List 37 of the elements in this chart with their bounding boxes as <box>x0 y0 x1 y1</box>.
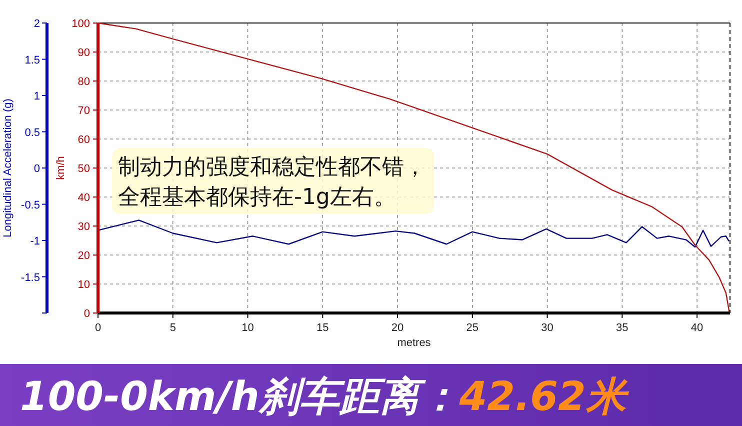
y2-tick-label: 90 <box>78 47 90 59</box>
y-tick-label: 2 <box>34 18 40 30</box>
y2-tick-label: 50 <box>78 163 90 175</box>
line-series <box>97 22 730 314</box>
y-tick-label: -1 <box>30 236 40 248</box>
x-tick-label: 30 <box>541 322 554 334</box>
y2-axis-title: km/h <box>55 156 67 180</box>
x-tick-label: 25 <box>466 322 479 334</box>
x-tick-label: 20 <box>391 322 404 334</box>
text: 100-0km/h刹车距离： <box>20 374 460 420</box>
line-series <box>97 220 730 248</box>
y-tick-label: -0.5 <box>21 199 40 212</box>
annotation: 全程基本都保持在-1g左右。 <box>118 185 396 210</box>
x-tick-label: 5 <box>170 322 176 334</box>
y2-tick-label: 0 <box>84 308 90 320</box>
y2-tick-label: 30 <box>78 221 90 233</box>
x-tick-label: 10 <box>242 322 254 334</box>
y2-tick-label: 100 <box>72 18 90 30</box>
y-tick-label: 1 <box>34 90 40 102</box>
x-tick-label: 40 <box>690 322 704 334</box>
x-tick-label: 0 <box>94 322 102 334</box>
y-axis-title: Longitudinal Acceleration (g) <box>2 98 14 238</box>
y2-tick-label: 60 <box>78 134 90 146</box>
x-axis-title: metres <box>397 337 432 349</box>
annotation: 制动力的强度和稳定性都不错， <box>118 155 426 180</box>
y2-tick-label: 20 <box>78 250 90 262</box>
x-tick-label: 15 <box>316 322 329 334</box>
y2-tick-label: 10 <box>78 279 90 291</box>
y-tick-label: 0 <box>34 163 40 175</box>
y-tick-label: 0.5 <box>24 126 40 139</box>
y-tick-label: 1.5 <box>24 54 40 66</box>
x-tick-label: 35 <box>616 322 628 334</box>
text: 42.62米 <box>458 374 630 420</box>
y2-tick-label: 40 <box>78 192 90 204</box>
y2-tick-label: 80 <box>78 76 90 88</box>
y-tick-label: -1.5 <box>21 272 40 284</box>
y2-tick-label: 70 <box>78 105 90 117</box>
